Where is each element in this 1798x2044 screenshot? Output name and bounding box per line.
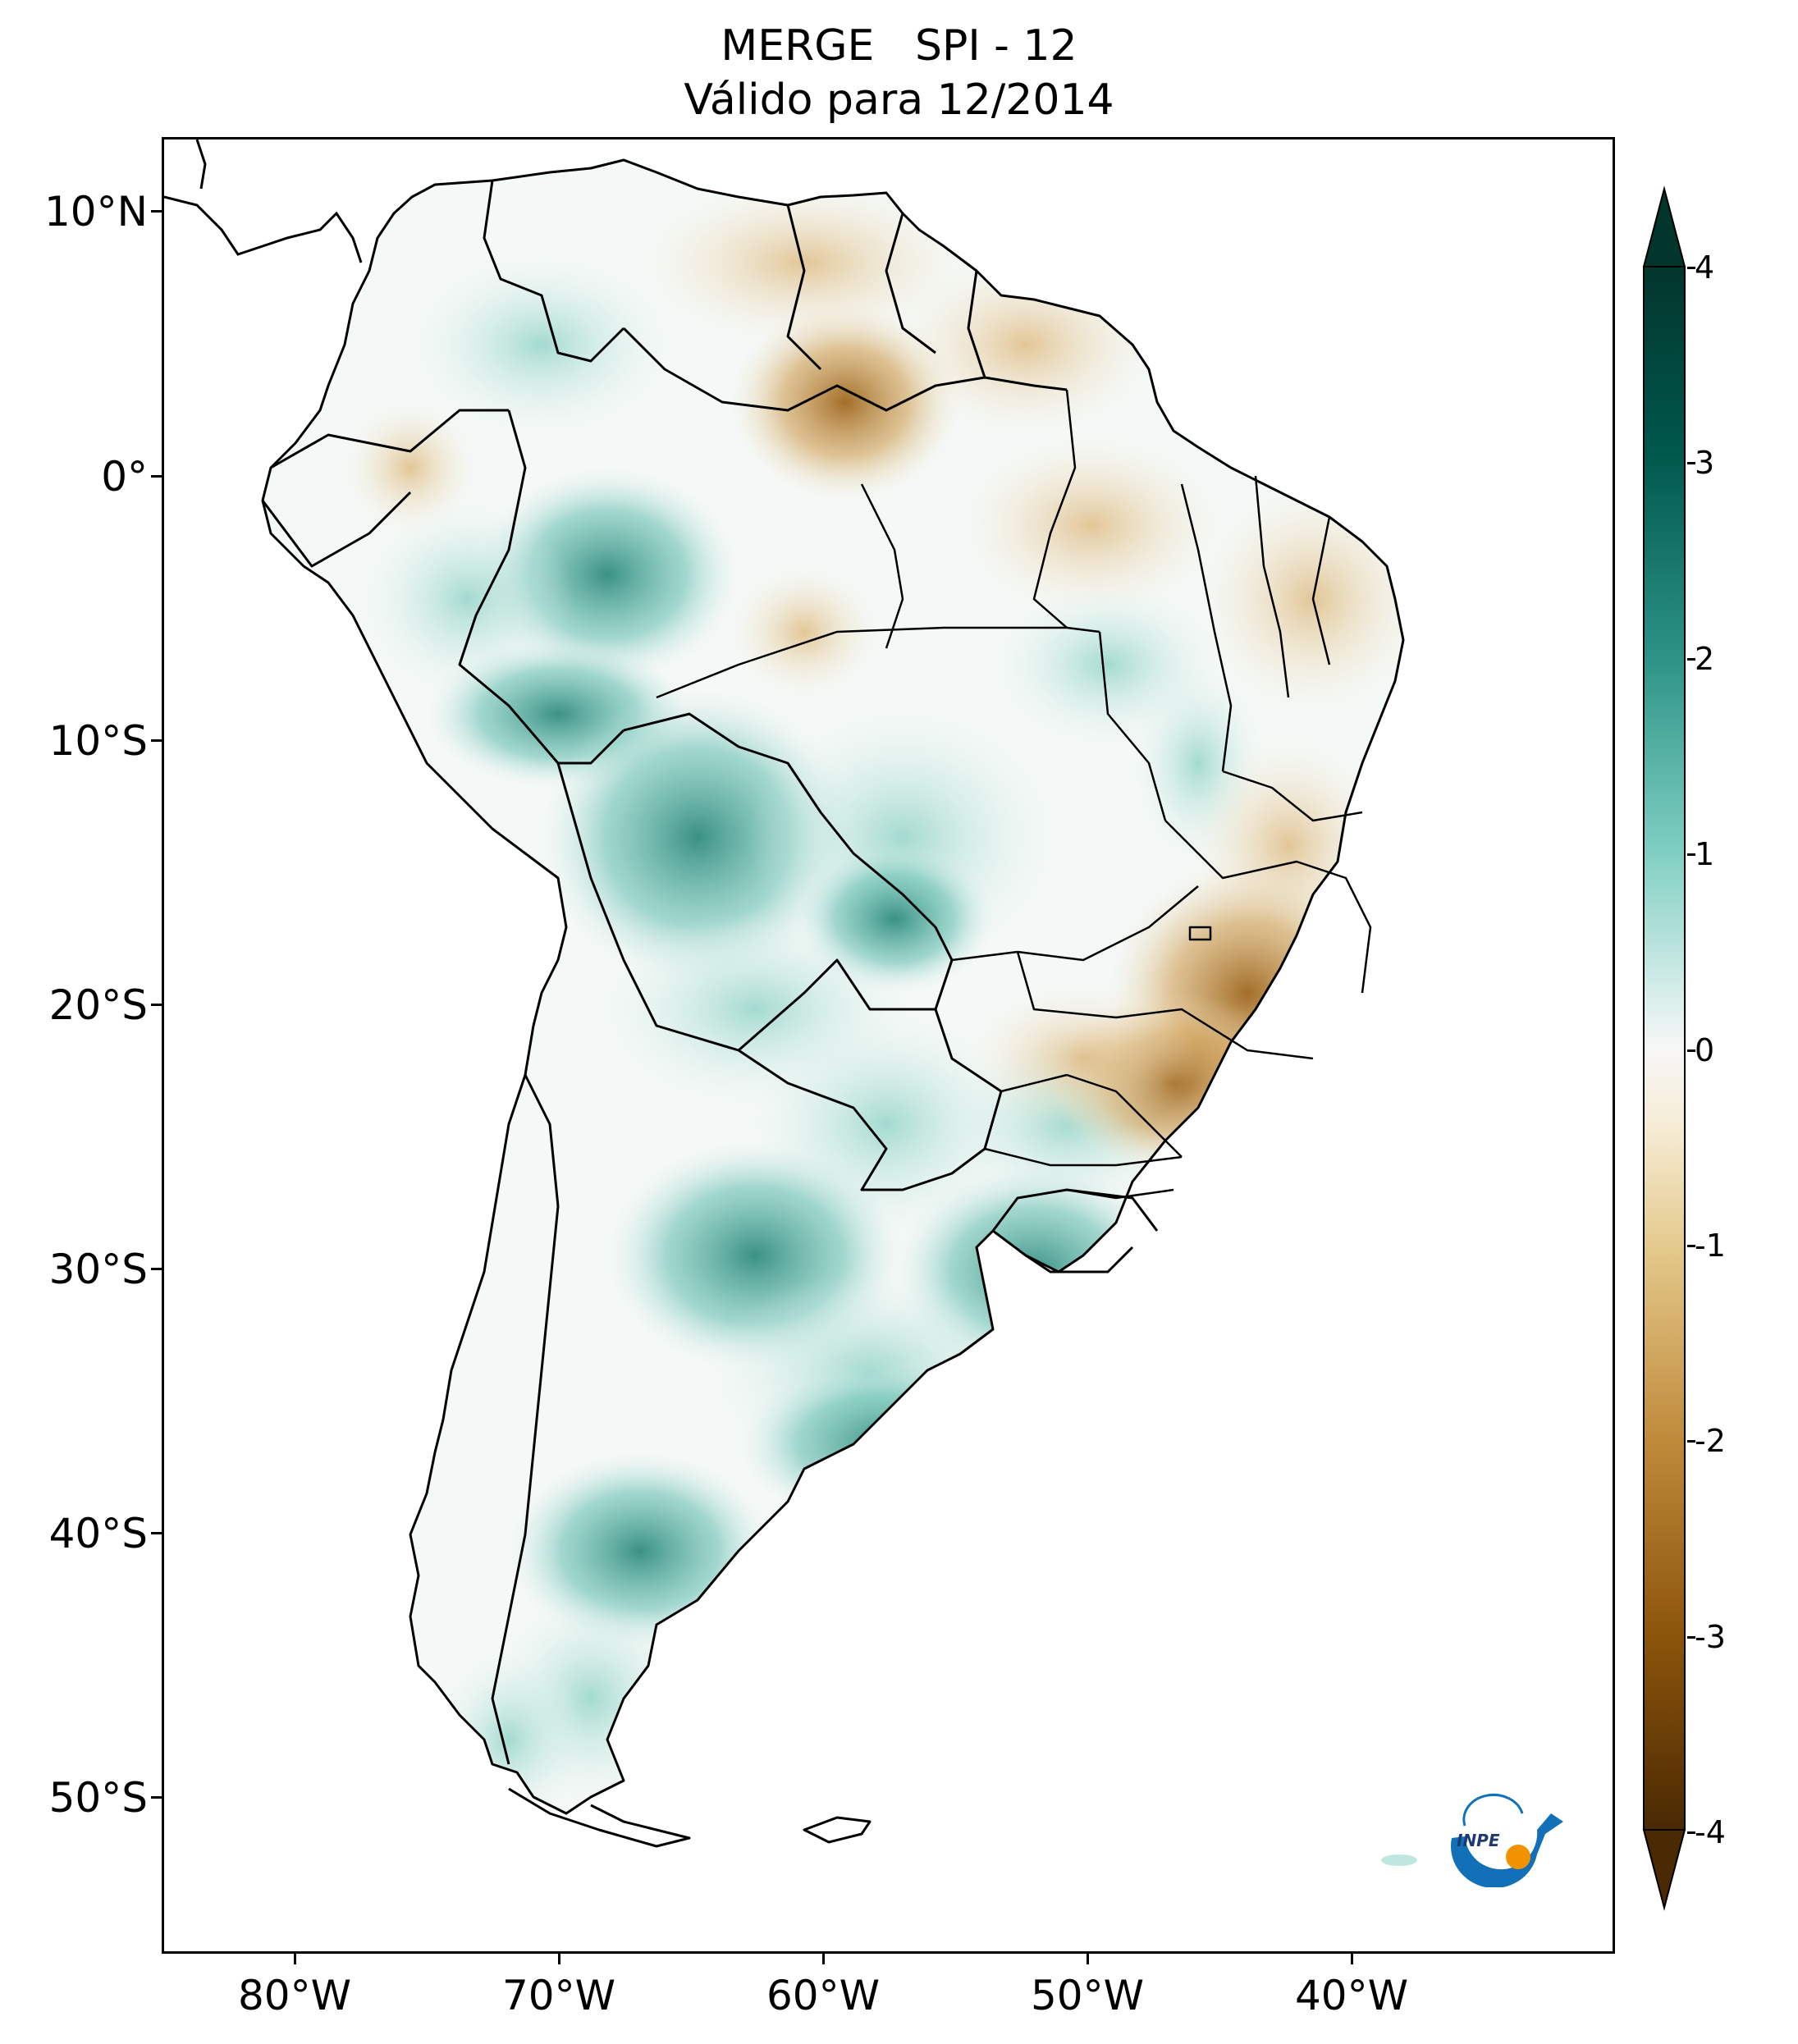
colorbar-label-neg2: -2	[1695, 1423, 1726, 1459]
inpe-logo: INPE	[1450, 1793, 1563, 1887]
spi-field	[263, 160, 1403, 1813]
inpe-logo-text: INPE	[1457, 1831, 1500, 1850]
colorbar-label-1: 1	[1695, 836, 1715, 872]
lon-label-50w: 50°W	[1030, 1972, 1145, 2019]
chart-title-line2: Válido para 12/2014	[684, 75, 1114, 125]
lon-label-80w: 80°W	[237, 1972, 352, 2019]
lat-label-30s: 30°S	[48, 1246, 148, 1293]
lat-tick	[151, 1004, 162, 1006]
colorbar-tick	[1687, 1831, 1695, 1834]
colorbar-tick	[1687, 267, 1695, 269]
colorbar-tick	[1687, 462, 1695, 464]
inpe-logo-swoosh	[1450, 1813, 1563, 1887]
colorbar-tick	[1687, 658, 1695, 661]
colorbar-label-neg3: -3	[1695, 1619, 1726, 1655]
lon-tick	[1351, 1954, 1353, 1964]
inpe-logo-dot	[1506, 1845, 1530, 1869]
lat-tick	[151, 210, 162, 213]
lat-label-10s: 10°S	[48, 717, 148, 765]
central-america-outline	[164, 195, 363, 263]
lon-label-60w: 60°W	[766, 1972, 881, 2019]
colorbar-extend-bottom	[1642, 1829, 1686, 1911]
lat-tick	[151, 1796, 162, 1799]
lat-tick	[151, 475, 162, 478]
colorbar-label-neg4: -4	[1695, 1814, 1726, 1850]
colorbar-label-0: 0	[1695, 1032, 1715, 1068]
colorbar-tick	[1687, 1440, 1695, 1443]
lat-tick	[151, 739, 162, 742]
colorbar-label-2: 2	[1695, 641, 1715, 677]
island-speck	[1381, 1854, 1417, 1866]
lat-label-0: 0°	[101, 453, 148, 501]
country-borders	[261, 158, 1405, 1848]
colorbar-label-4: 4	[1695, 249, 1715, 286]
lon-label-40w: 40°W	[1294, 1972, 1409, 2019]
map-canvas	[164, 139, 1417, 1866]
colorbar-label-neg1: -1	[1695, 1228, 1726, 1264]
lat-label-20s: 20°S	[48, 981, 148, 1029]
lon-tick	[822, 1954, 825, 1964]
colorbar-tick	[1687, 1636, 1695, 1639]
colorbar-tick	[1687, 1245, 1695, 1247]
central-america-outline	[195, 139, 207, 190]
colorbar-tick	[1687, 853, 1695, 856]
lon-tick	[294, 1954, 296, 1964]
lat-label-10n: 10°N	[43, 188, 148, 235]
colorbar	[1642, 185, 1686, 1911]
map-area	[162, 137, 1615, 1954]
colorbar-label-3: 3	[1695, 445, 1715, 481]
inpe-logo-arc	[1462, 1793, 1524, 1827]
lat-label-50s: 50°S	[48, 1774, 148, 1822]
lat-label-40s: 40°S	[48, 1510, 148, 1557]
lat-tick	[151, 1532, 162, 1534]
colorbar-gradient	[1643, 266, 1686, 1831]
colorbar-extend-top	[1642, 185, 1686, 268]
lon-tick	[1087, 1954, 1089, 1964]
chart-title-line1: MERGE SPI - 12	[721, 21, 1077, 71]
lat-tick	[151, 1268, 162, 1270]
colorbar-tick	[1687, 1049, 1695, 1052]
lon-tick	[558, 1954, 560, 1964]
lon-label-70w: 70°W	[501, 1972, 616, 2019]
